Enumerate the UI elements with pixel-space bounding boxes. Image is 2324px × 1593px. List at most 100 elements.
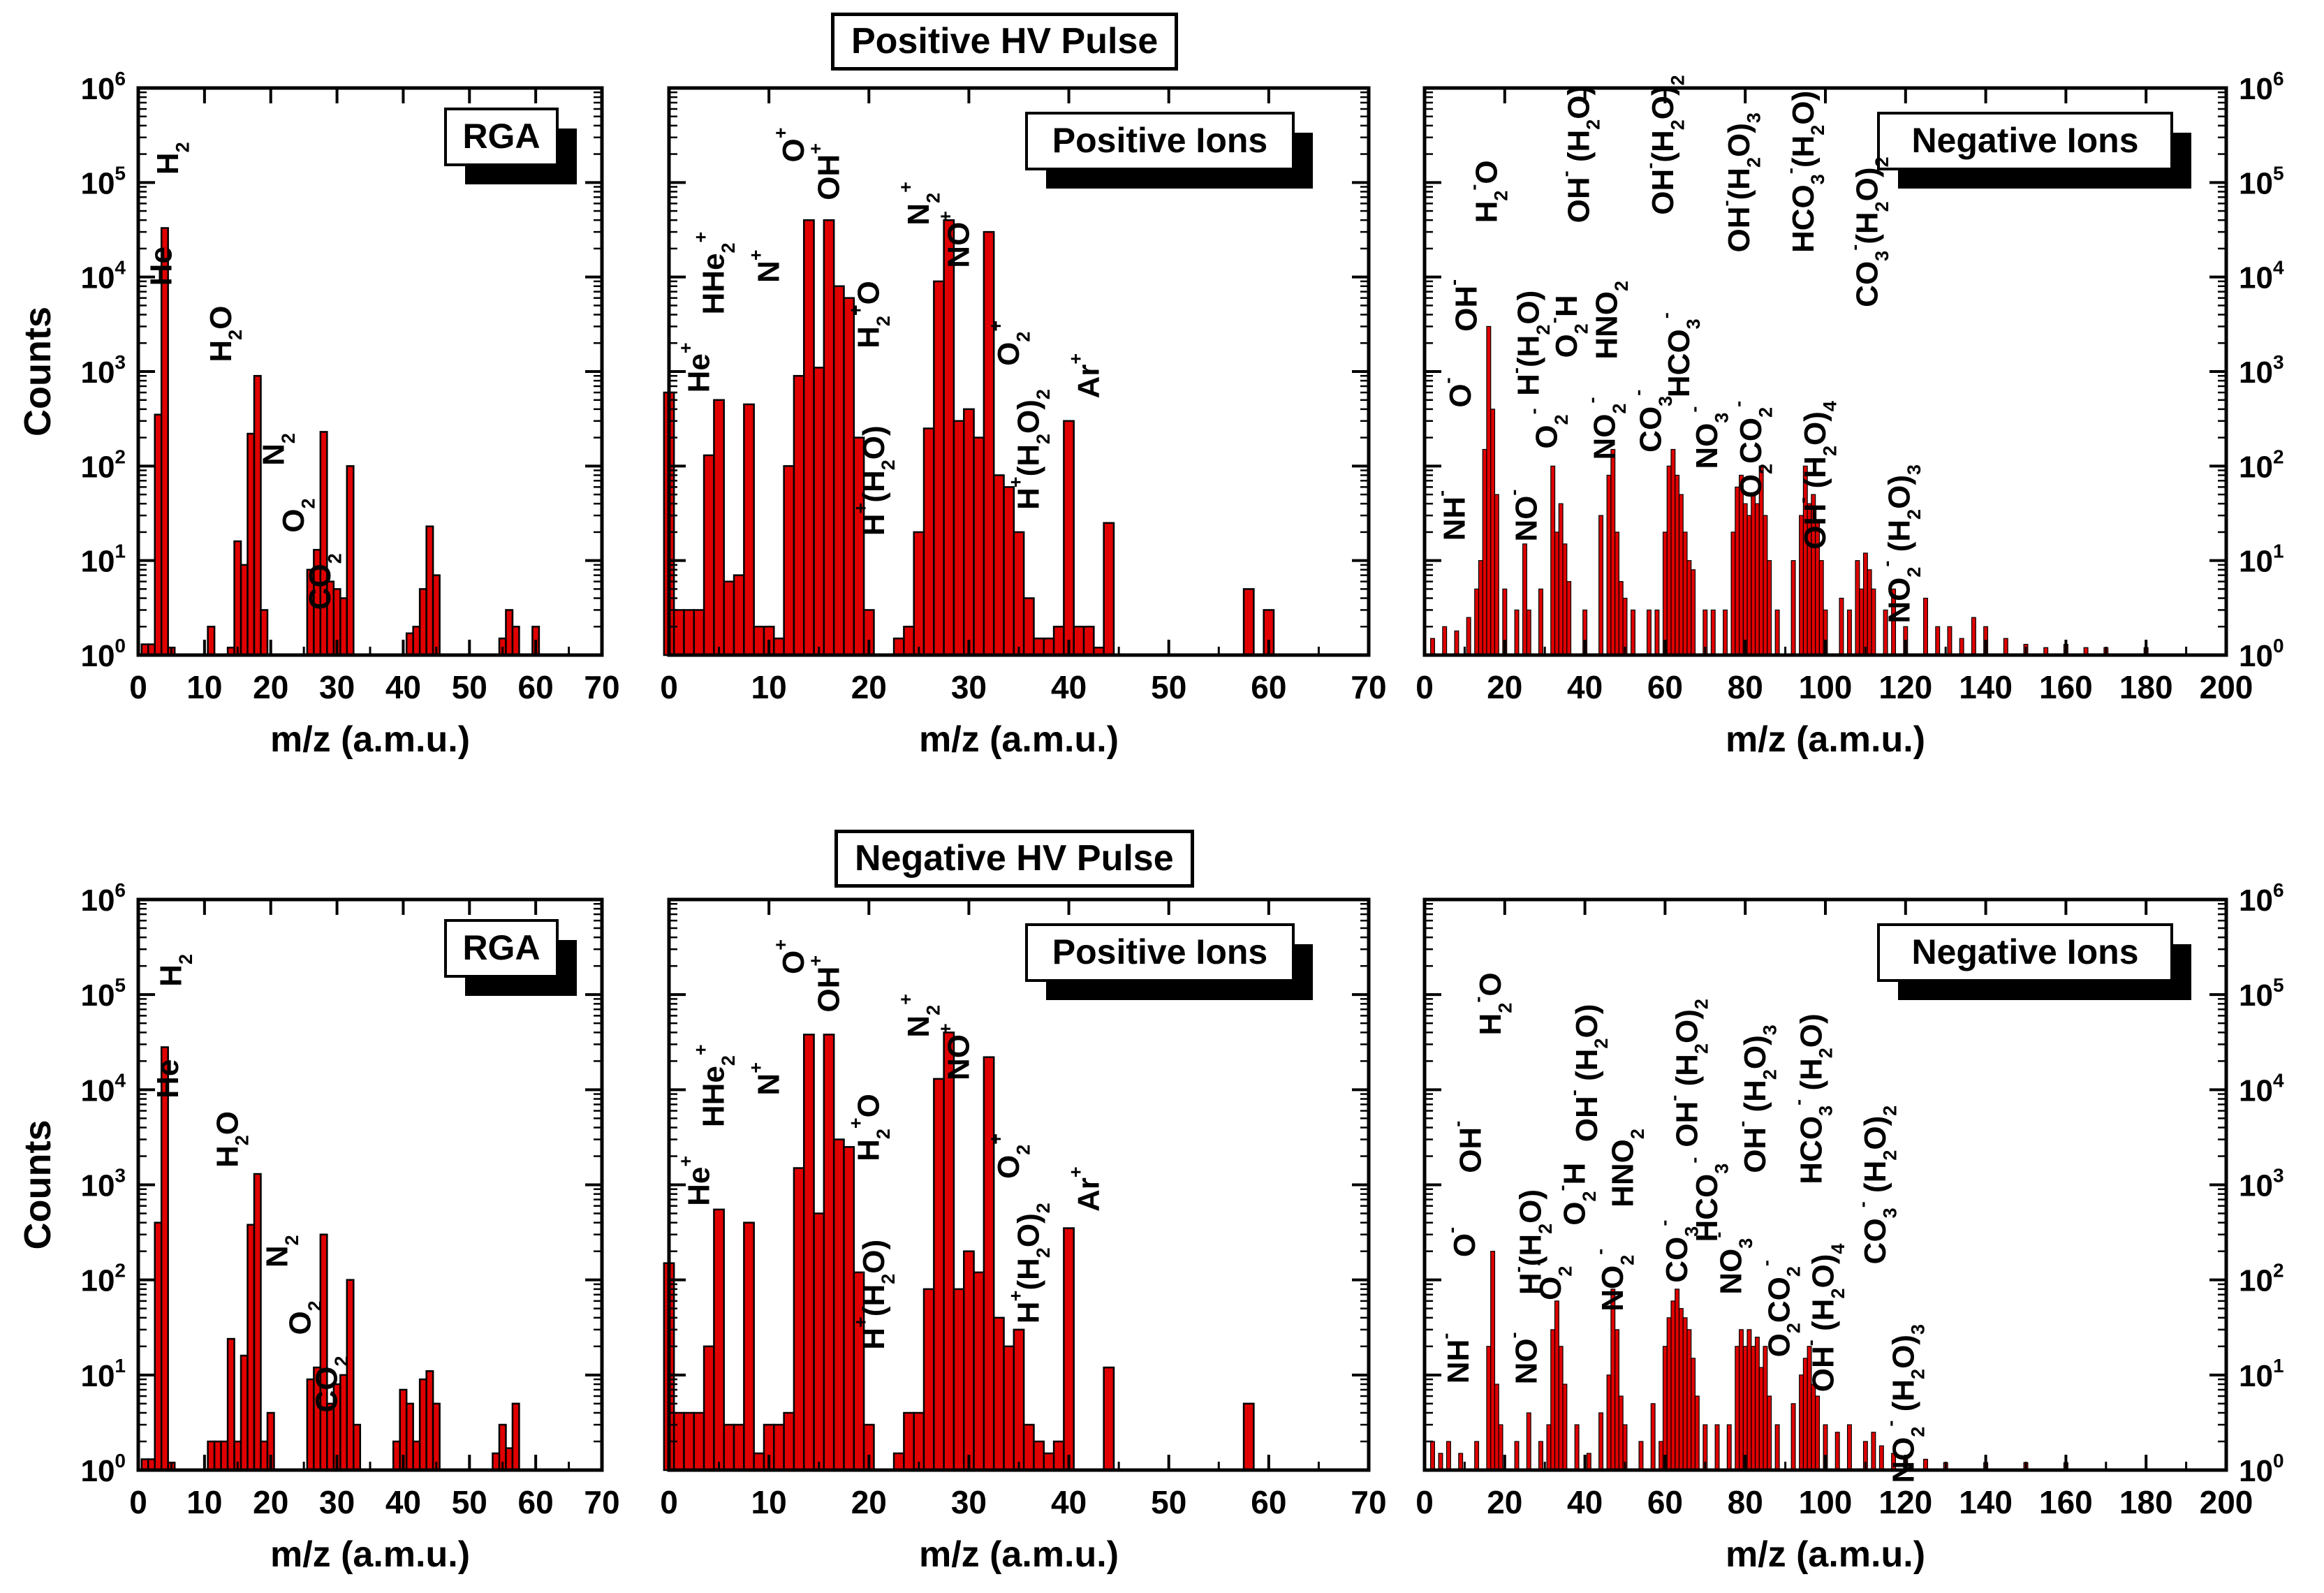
bar-mz-63 xyxy=(1675,474,1680,656)
bar-mz-11 xyxy=(773,1423,785,1471)
bar-mz-18 xyxy=(843,1146,855,1471)
bar-mz-15 xyxy=(813,367,825,656)
bar-mz-13 xyxy=(1474,1441,1480,1471)
x-tick-label: 160 xyxy=(2039,1484,2093,1520)
species-labels: He+ HHe2+N+ O+OH+ H2+O H+(H2O) N2+NO+ O2+ H+(H2… xyxy=(675,939,1105,1350)
bar-mz-80 xyxy=(1742,503,1748,656)
species-label: HCO3- xyxy=(1684,1157,1733,1242)
bar-mz-62 xyxy=(1670,448,1676,656)
bar-mz-8 xyxy=(743,1221,755,1471)
x-tick-label: 60 xyxy=(518,1484,554,1520)
bar-mz-26 xyxy=(1526,609,1531,656)
y-axis xyxy=(669,87,1369,656)
bar-mz-26 xyxy=(922,427,935,656)
species-label: CO3- xyxy=(1628,390,1677,453)
bar-mz-11 xyxy=(773,637,785,656)
bar-mz-76 xyxy=(1726,1424,1732,1471)
bar-mz-104 xyxy=(1839,597,1844,656)
bar-mz-16 xyxy=(1486,1346,1492,1471)
bar-mz-106 xyxy=(1846,609,1852,656)
bar-mz-28 xyxy=(319,1233,328,1471)
bar-mz-32 xyxy=(1550,1329,1556,1471)
bar-mz-97 xyxy=(1811,1383,1816,1471)
bar-mz-16 xyxy=(1486,325,1492,656)
legend: Positive Ions xyxy=(1025,112,1313,189)
species-label: O- xyxy=(1441,1227,1482,1257)
species-label: NO+ xyxy=(935,211,976,268)
y-tick-label: 106 xyxy=(80,879,126,918)
x-tick-label: 0 xyxy=(660,669,678,705)
y-tick-label: 102 xyxy=(80,446,126,484)
species-label: He+ xyxy=(675,342,716,392)
bar-mz-37 xyxy=(1033,1440,1045,1471)
bar-mz-26 xyxy=(1526,1412,1531,1471)
x-tick-label: 60 xyxy=(1251,669,1286,705)
bar-mz-4 xyxy=(160,1046,169,1471)
y-tick-label: 104 xyxy=(2239,1069,2284,1108)
bar-mz-33 xyxy=(992,474,1005,656)
bar-mz-34 xyxy=(1003,1345,1015,1471)
x-tick-label: 70 xyxy=(584,1484,619,1520)
species-label: NO2- xyxy=(1582,397,1631,460)
species-label: OH- xyxy=(1443,279,1483,332)
bar-mz-23 xyxy=(892,637,905,656)
bar-mz-57 xyxy=(511,626,520,656)
y-tick-label: 100 xyxy=(80,1450,126,1488)
species-label: H+(H2O) xyxy=(851,1240,899,1350)
bar-mz-4 xyxy=(1438,1453,1443,1471)
bar-mz-31 xyxy=(339,597,348,656)
species-label: O2 xyxy=(277,498,318,532)
species-label: O- xyxy=(1437,377,1478,407)
x-tick-label: 80 xyxy=(1728,669,1763,705)
legend-box xyxy=(444,108,559,166)
bar-mz-94 xyxy=(1799,1374,1804,1471)
species-label: N2+ xyxy=(895,994,944,1038)
species-label: OH- (H2O)3 xyxy=(1732,1025,1781,1173)
species-label: OH-(H2O)3 xyxy=(1716,112,1765,252)
bar-mz-79 xyxy=(1738,1329,1744,1471)
legend-box xyxy=(444,919,559,978)
species-label: H+(H2O)2 xyxy=(1005,389,1054,510)
bar-mz-86 xyxy=(1767,1395,1772,1471)
species-label: N2 xyxy=(257,433,299,466)
bar-mz-81 xyxy=(1746,1329,1752,1471)
bar-mz-46 xyxy=(1606,1374,1612,1471)
species-label: CO3-(H2O)2 xyxy=(1844,156,1892,307)
bar-mz-88 xyxy=(1774,609,1780,656)
bar-mz-80 xyxy=(1742,1346,1748,1471)
bar-mz-98 xyxy=(1815,1395,1820,1471)
bar-mz-27 xyxy=(933,280,945,656)
bar-mz-41 xyxy=(1073,626,1085,656)
x-tick-label: 160 xyxy=(2039,669,2093,705)
species-label: H-(H2O) xyxy=(1507,1189,1556,1295)
bar-mz-49 xyxy=(1618,581,1624,656)
bar-mz-44 xyxy=(1598,1412,1604,1471)
bar-mz-56 xyxy=(505,1447,514,1471)
bar-mz-36 xyxy=(1566,581,1572,656)
y-tick-label: 104 xyxy=(2239,257,2284,295)
bar-mz-75 xyxy=(1723,609,1728,656)
bar-mz-114 xyxy=(1878,1445,1884,1471)
species-label: H2-O xyxy=(1467,972,1516,1035)
bar-mz-32 xyxy=(346,465,355,656)
species-label: O2- xyxy=(1527,1260,1576,1300)
x-tick-label: 200 xyxy=(2200,1484,2253,1520)
x-tick-label: 70 xyxy=(1351,669,1386,705)
x-tick-label: 60 xyxy=(1251,1484,1286,1520)
x-tick-label: 30 xyxy=(319,1484,355,1520)
bar-mz-19 xyxy=(1498,1424,1503,1471)
bar-mz-17 xyxy=(1490,1251,1496,1471)
species-labels: NH- O- OH- H2-O NO- H-(H2O) O2- O2-H OH- (H2O) NO… xyxy=(1431,75,1925,623)
x-tick-label: 20 xyxy=(851,1484,887,1520)
species-label: NO- xyxy=(1503,490,1544,542)
x-axis-label: m/z (a.m.u.) xyxy=(919,719,1119,760)
x-tick-label: 50 xyxy=(1151,669,1186,705)
bar-mz-11 xyxy=(207,1440,216,1471)
x-tick-label: 0 xyxy=(1415,1484,1434,1520)
bar-mz-106 xyxy=(1846,1424,1852,1471)
bar-mz-58 xyxy=(1654,609,1660,656)
species-label: OH- (H2O)4 xyxy=(1800,1244,1848,1393)
bar-mz-1 xyxy=(672,609,685,656)
bar-mz-26 xyxy=(922,1288,935,1471)
bar-mz-99 xyxy=(1818,560,1824,656)
